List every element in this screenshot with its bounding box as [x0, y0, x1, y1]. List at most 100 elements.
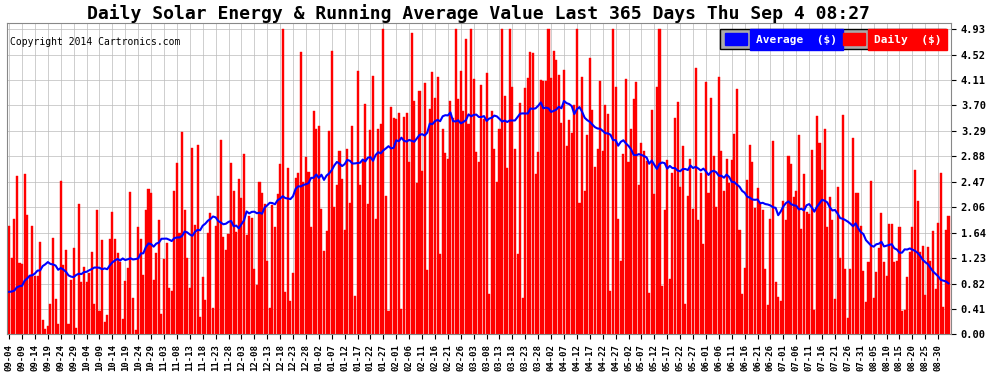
Bar — [408, 162, 410, 334]
Bar — [880, 213, 882, 334]
Bar — [393, 118, 395, 334]
Bar — [459, 71, 461, 334]
Bar — [178, 233, 180, 334]
Bar — [509, 29, 511, 334]
Bar — [29, 276, 31, 334]
Bar — [617, 219, 619, 334]
Bar — [530, 52, 532, 334]
Bar — [106, 315, 108, 334]
Bar — [517, 254, 519, 334]
Bar — [8, 226, 10, 334]
Bar — [552, 51, 554, 334]
Bar — [212, 308, 214, 334]
Bar — [854, 193, 856, 334]
Bar — [13, 219, 15, 334]
Bar — [837, 187, 839, 334]
Bar — [560, 123, 562, 334]
Bar — [756, 188, 758, 334]
Bar — [878, 248, 880, 334]
Bar — [160, 314, 162, 334]
Bar — [135, 330, 137, 334]
Bar — [821, 170, 823, 334]
Bar — [204, 300, 206, 334]
Bar — [638, 185, 640, 334]
Bar — [930, 261, 932, 334]
Bar — [746, 180, 748, 334]
Bar — [917, 201, 919, 334]
Bar — [385, 196, 387, 334]
Bar — [710, 98, 712, 334]
Bar — [576, 29, 578, 334]
Bar — [844, 269, 846, 334]
Bar — [493, 149, 495, 334]
Bar — [522, 298, 524, 334]
Bar — [906, 277, 908, 334]
Bar — [842, 115, 843, 334]
Bar — [65, 250, 67, 334]
Bar — [661, 286, 663, 334]
Bar — [437, 77, 439, 334]
Bar — [538, 152, 540, 334]
Bar — [547, 29, 549, 334]
Bar — [138, 226, 140, 334]
Bar — [840, 258, 842, 334]
Bar — [26, 215, 29, 334]
Bar — [297, 172, 299, 334]
Bar — [122, 320, 124, 334]
Bar — [702, 244, 705, 334]
Bar — [364, 104, 366, 334]
Bar — [140, 239, 142, 334]
Bar — [215, 226, 217, 334]
Bar — [196, 145, 199, 334]
Bar — [241, 198, 243, 334]
Bar — [620, 261, 622, 334]
Bar — [687, 196, 689, 334]
Bar — [748, 145, 750, 334]
Bar — [183, 210, 186, 334]
Legend: Average  ($), Daily  ($): Average ($), Daily ($) — [721, 29, 945, 49]
Bar — [119, 262, 121, 334]
Bar — [449, 101, 451, 334]
Bar — [238, 179, 240, 334]
Bar — [480, 85, 482, 334]
Bar — [827, 227, 829, 334]
Bar — [630, 129, 633, 334]
Bar — [527, 78, 529, 334]
Bar — [220, 140, 222, 334]
Bar — [607, 114, 609, 334]
Bar — [679, 188, 681, 334]
Bar — [764, 268, 766, 334]
Bar — [514, 149, 516, 334]
Bar — [454, 29, 456, 334]
Bar — [780, 301, 782, 334]
Bar — [315, 129, 317, 334]
Bar — [557, 75, 560, 334]
Bar — [656, 87, 658, 334]
Bar — [62, 265, 64, 334]
Bar — [512, 87, 514, 334]
Bar — [648, 293, 650, 334]
Bar — [390, 108, 392, 334]
Bar — [207, 233, 209, 334]
Bar — [475, 152, 477, 334]
Bar — [814, 310, 816, 334]
Bar — [483, 119, 485, 334]
Bar — [829, 196, 831, 334]
Bar — [45, 329, 47, 334]
Bar — [586, 135, 588, 334]
Bar — [496, 182, 498, 334]
Bar — [72, 248, 74, 334]
Bar — [233, 190, 235, 334]
Bar — [800, 229, 803, 334]
Bar — [909, 252, 911, 334]
Bar — [101, 240, 103, 334]
Bar — [573, 105, 575, 334]
Bar — [922, 246, 924, 334]
Bar — [641, 143, 643, 334]
Title: Daily Solar Energy & Running Average Value Last 365 Days Thu Sep 4 08:27: Daily Solar Energy & Running Average Val… — [87, 4, 870, 23]
Bar — [310, 227, 312, 334]
Bar — [899, 228, 901, 334]
Bar — [341, 179, 344, 334]
Bar — [143, 274, 145, 334]
Bar — [130, 192, 132, 334]
